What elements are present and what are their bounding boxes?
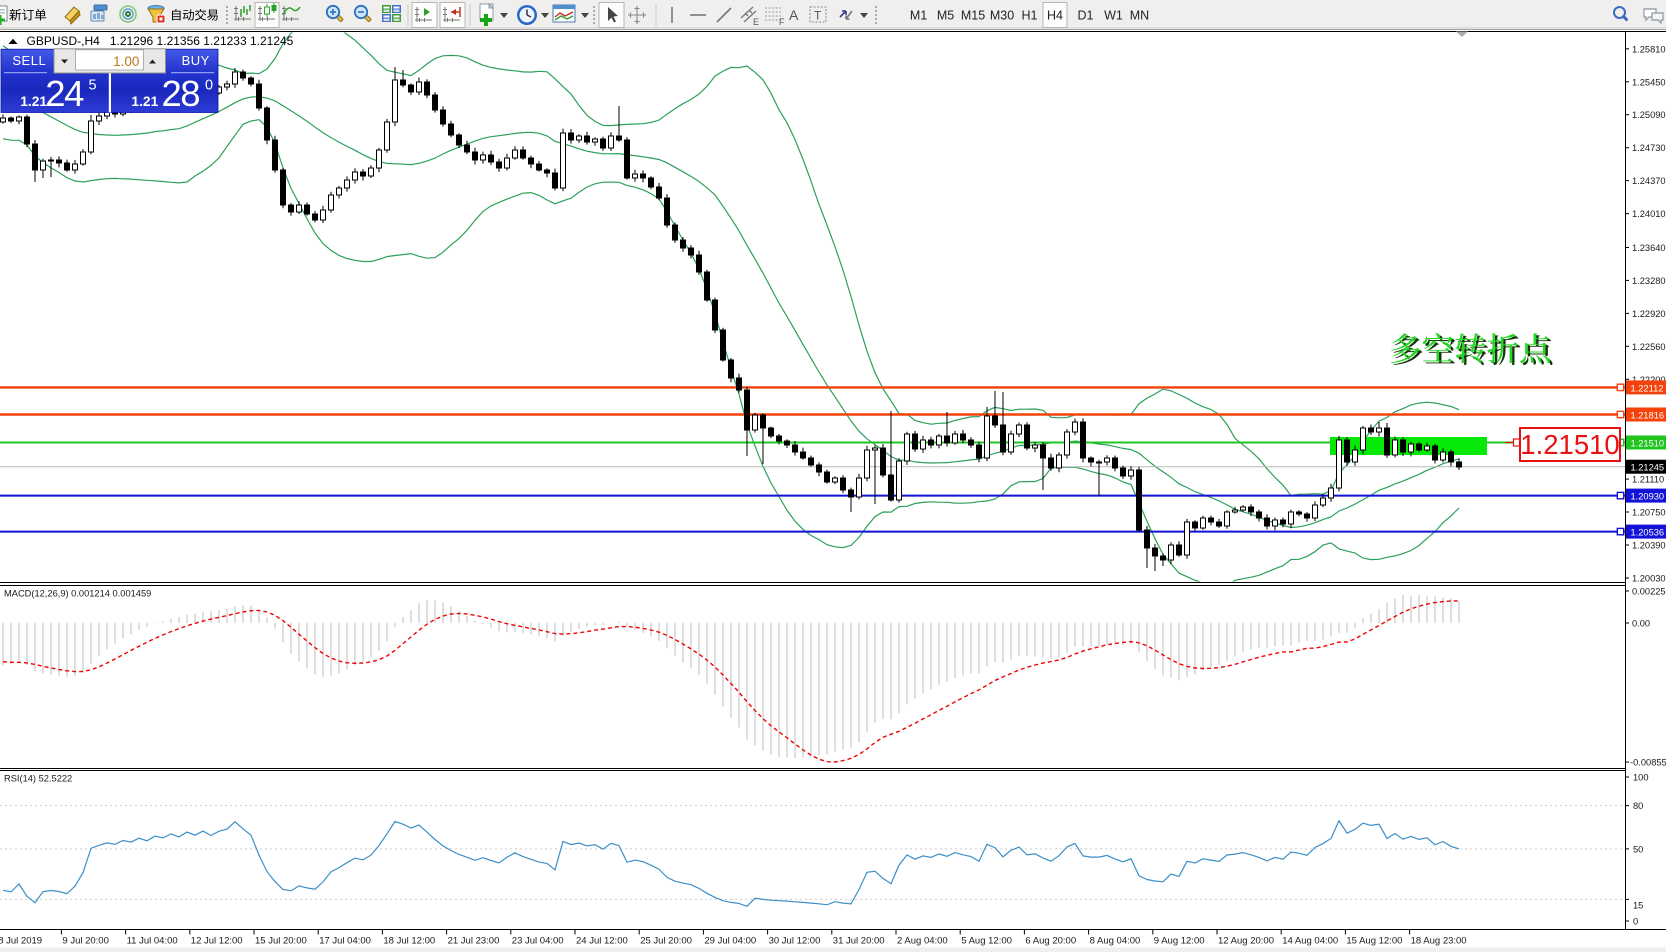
svg-text:1.21510: 1.21510 [1631, 439, 1665, 449]
svg-text:1.24010: 1.24010 [1632, 209, 1666, 219]
svg-text:23 Jul 04:00: 23 Jul 04:00 [512, 936, 564, 947]
svg-text:1.23280: 1.23280 [1632, 276, 1666, 286]
svg-text:GBPUSD-,H4 1.21296 1.21356 1: GBPUSD-,H4 1.21296 1.21356 1.21233 1.212… [27, 34, 294, 48]
svg-text:1.21510: 1.21510 [1520, 429, 1619, 460]
svg-text:1.20390: 1.20390 [1632, 541, 1666, 551]
svg-text:W1: W1 [1104, 9, 1123, 23]
svg-text:30 Jul 12:00: 30 Jul 12:00 [769, 936, 821, 947]
svg-text:M15: M15 [961, 9, 985, 23]
svg-text:-0.00855: -0.00855 [1630, 758, 1666, 768]
svg-text:1.20750: 1.20750 [1632, 508, 1666, 518]
svg-text:17 Jul 04:00: 17 Jul 04:00 [319, 936, 371, 947]
svg-text:1.25810: 1.25810 [1632, 44, 1666, 54]
svg-text:8 Aug 04:00: 8 Aug 04:00 [1090, 936, 1141, 947]
svg-text:24: 24 [45, 73, 84, 114]
svg-text:80: 80 [1633, 801, 1643, 811]
svg-text:MN: MN [1130, 9, 1149, 23]
svg-text:1.20930: 1.20930 [1631, 492, 1665, 502]
svg-text:21 Jul 23:00: 21 Jul 23:00 [448, 936, 500, 947]
svg-text:RSI(14) 52.5222: RSI(14) 52.5222 [4, 774, 72, 784]
svg-text:0.00: 0.00 [1632, 619, 1650, 629]
svg-text:M1: M1 [910, 9, 927, 23]
svg-text:12 Jul 12:00: 12 Jul 12:00 [191, 936, 243, 947]
svg-text:1.24730: 1.24730 [1632, 143, 1666, 153]
svg-text:A: A [789, 7, 799, 23]
svg-text:M5: M5 [937, 9, 954, 23]
svg-text:5 Aug 12:00: 5 Aug 12:00 [961, 936, 1012, 947]
svg-text:15 Jul 20:00: 15 Jul 20:00 [255, 936, 307, 947]
svg-text:T: T [814, 9, 822, 23]
svg-text:1.21: 1.21 [131, 94, 158, 109]
svg-text:M30: M30 [990, 9, 1014, 23]
svg-text:14 Aug 04:00: 14 Aug 04:00 [1282, 936, 1338, 947]
svg-text:9 Aug 12:00: 9 Aug 12:00 [1154, 936, 1205, 947]
svg-text:BUY: BUY [182, 53, 210, 68]
svg-text:50: 50 [1633, 844, 1643, 854]
svg-text:1.21110: 1.21110 [1632, 475, 1664, 485]
svg-text:5: 5 [89, 78, 97, 94]
svg-text:2 Aug 04:00: 2 Aug 04:00 [897, 936, 948, 947]
svg-text:H4: H4 [1047, 9, 1063, 23]
svg-text:1.24370: 1.24370 [1632, 176, 1666, 186]
svg-text:1.20030: 1.20030 [1632, 574, 1666, 584]
svg-text:12 Aug 20:00: 12 Aug 20:00 [1218, 936, 1274, 947]
svg-text:0.002256: 0.002256 [1632, 587, 1666, 597]
svg-text:1.23640: 1.23640 [1632, 243, 1666, 253]
svg-text:18 Jul 12:00: 18 Jul 12:00 [383, 936, 435, 947]
svg-text:25 Jul 20:00: 25 Jul 20:00 [640, 936, 692, 947]
svg-text:SELL: SELL [12, 53, 46, 68]
svg-text:8 Jul 2019: 8 Jul 2019 [0, 936, 42, 947]
svg-text:24 Jul 12:00: 24 Jul 12:00 [576, 936, 628, 947]
svg-text:15: 15 [1633, 900, 1643, 910]
svg-text:E: E [753, 17, 759, 27]
svg-text:29 Jul 04:00: 29 Jul 04:00 [704, 936, 756, 947]
svg-text:MACD(12,26,9) 0.001214 0.00145: MACD(12,26,9) 0.001214 0.001459 [4, 589, 151, 599]
svg-text:18 Aug 23:00: 18 Aug 23:00 [1411, 936, 1467, 947]
svg-text:1.22112: 1.22112 [1631, 383, 1664, 393]
svg-text:1.25090: 1.25090 [1632, 110, 1666, 120]
svg-text:D1: D1 [1078, 9, 1094, 23]
svg-text:1.21245: 1.21245 [1631, 463, 1665, 473]
svg-text:1.21: 1.21 [20, 94, 47, 109]
svg-text:1.20536: 1.20536 [1631, 528, 1665, 538]
svg-text:9 Jul 20:00: 9 Jul 20:00 [62, 936, 108, 947]
svg-text:0: 0 [1633, 917, 1638, 927]
svg-text:F: F [779, 17, 785, 27]
svg-text:6 Aug 20:00: 6 Aug 20:00 [1025, 936, 1076, 947]
svg-text:1.22560: 1.22560 [1632, 342, 1666, 352]
svg-text:H1: H1 [1022, 9, 1038, 23]
svg-text:31 Jul 20:00: 31 Jul 20:00 [833, 936, 885, 947]
svg-text:0: 0 [205, 78, 213, 94]
svg-text:1.21816: 1.21816 [1631, 411, 1665, 421]
svg-text:11 Jul 04:00: 11 Jul 04:00 [127, 936, 178, 947]
svg-text:28: 28 [162, 73, 200, 114]
svg-text:1.25450: 1.25450 [1632, 77, 1666, 87]
svg-text:1.22200: 1.22200 [1632, 375, 1666, 385]
svg-text:1.00: 1.00 [113, 54, 139, 69]
svg-text:1.22920: 1.22920 [1632, 309, 1666, 319]
svg-text:15 Aug 12:00: 15 Aug 12:00 [1346, 936, 1402, 947]
svg-text:100: 100 [1633, 773, 1649, 783]
